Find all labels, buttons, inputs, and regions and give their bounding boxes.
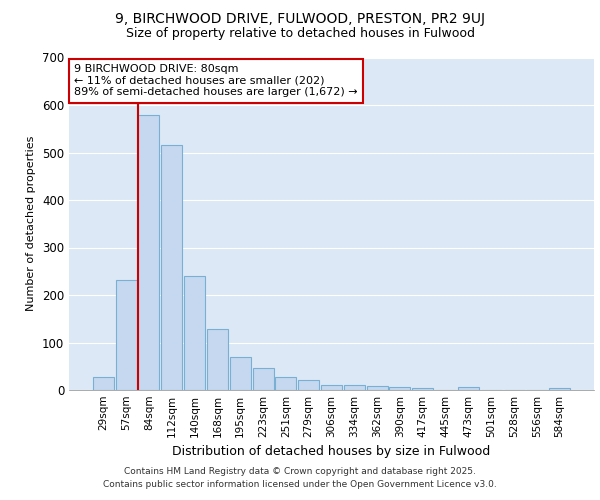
Bar (412, 388, 433, 390)
Bar (93, 377, 114, 390)
Bar (139, 114, 160, 390)
Bar (161, 146, 182, 390)
Bar (549, 388, 570, 390)
Y-axis label: Number of detached properties: Number of detached properties (26, 136, 37, 312)
Bar (321, 385, 342, 390)
Bar (367, 386, 388, 390)
Bar (207, 329, 228, 390)
Text: 9, BIRCHWOOD DRIVE, FULWOOD, PRESTON, PR2 9UJ: 9, BIRCHWOOD DRIVE, FULWOOD, PRESTON, PR… (115, 12, 485, 26)
Text: Size of property relative to detached houses in Fulwood: Size of property relative to detached ho… (125, 28, 475, 40)
Text: 9 BIRCHWOOD DRIVE: 80sqm
← 11% of detached houses are smaller (202)
89% of semi-: 9 BIRCHWOOD DRIVE: 80sqm ← 11% of detach… (74, 64, 358, 98)
Bar (230, 357, 251, 390)
X-axis label: Distribution of detached houses by size in Fulwood: Distribution of detached houses by size … (172, 446, 491, 458)
Bar (389, 386, 410, 390)
Bar (298, 380, 319, 390)
Bar (458, 386, 479, 390)
Text: Contains HM Land Registry data © Crown copyright and database right 2025.
Contai: Contains HM Land Registry data © Crown c… (103, 468, 497, 489)
Bar (184, 276, 205, 390)
Bar (116, 280, 137, 390)
Bar (253, 368, 274, 390)
Bar (344, 385, 365, 390)
Bar (275, 376, 296, 390)
